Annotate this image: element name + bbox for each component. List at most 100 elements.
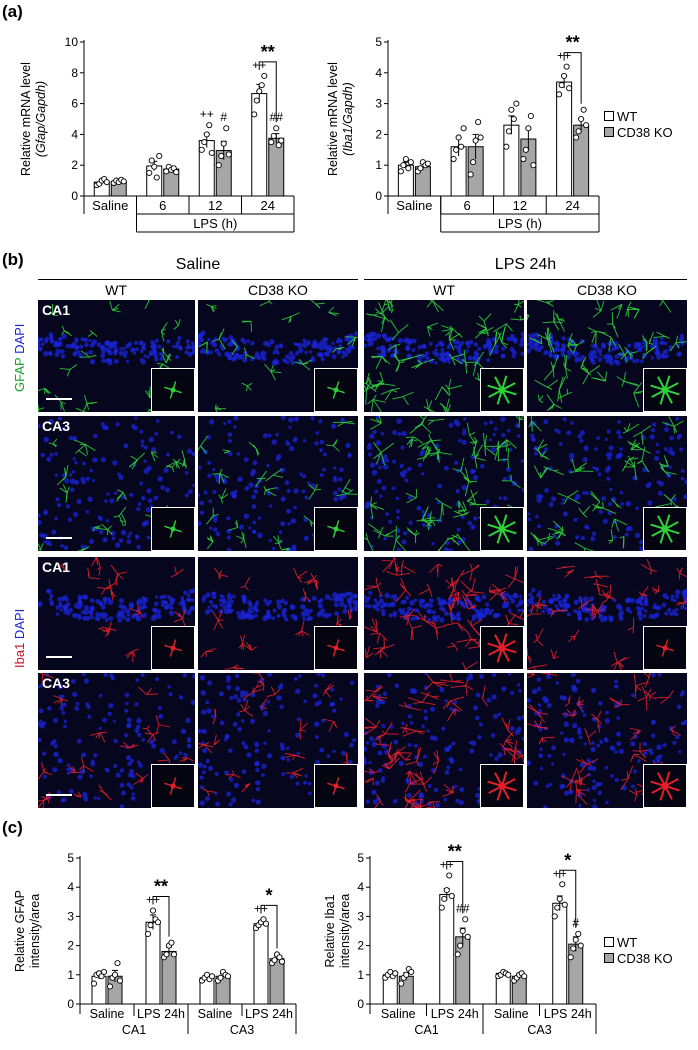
a1-ytick-label-10: 10 (65, 35, 79, 49)
c2-point-0-2-4 (505, 971, 512, 978)
micrograph-inset (314, 626, 358, 670)
micrograph-image (364, 300, 524, 412)
micrograph-gfap-ca1-saline-wt: CA1 (38, 300, 195, 412)
a2-point-1-1-1 (470, 159, 477, 166)
micrograph-image (364, 673, 524, 808)
c1-point-0-3-4 (262, 920, 270, 927)
a1-point-0-3-1 (253, 97, 260, 104)
c1-point-1-1-3 (168, 939, 175, 946)
a1-bracket-0 (258, 61, 277, 123)
c1-point-1-2-1 (217, 974, 224, 981)
row-label-dapi: DAPI (12, 323, 27, 354)
inset-image (164, 520, 182, 538)
c2-point-0-3-4 (561, 901, 568, 908)
a2-point-0-3-3 (563, 63, 570, 70)
a2-ytick-label-0: 0 (375, 189, 382, 203)
a2-point-1-3-3 (580, 106, 587, 113)
micrograph-inset (314, 507, 358, 551)
a1-group-label: LPS (h) (193, 216, 237, 231)
c1-cat-label-1: LPS 24h (137, 1007, 185, 1021)
c2-bar-ko-3 (568, 943, 584, 1005)
c2-ytick-label-0: 0 (357, 997, 364, 1011)
a1-ytick-label-8: 8 (71, 66, 78, 80)
c1-point-0-1-1 (147, 922, 154, 929)
c1-region-label-1: CA3 (230, 1023, 254, 1037)
micrograph-image (364, 557, 524, 670)
a2-point-1-2-4 (530, 162, 537, 169)
a1-point-1-0-4 (120, 178, 127, 185)
a1-point-0-1-4 (156, 152, 163, 160)
a2-ylabel-line1: Relative mRNA level (326, 62, 340, 176)
c1-bracket-label-1: * (265, 885, 272, 905)
a2-bracket-0 (563, 52, 582, 104)
c2-point-0-3-1 (554, 904, 561, 911)
a1-point-1-1-4 (173, 169, 180, 176)
c2-point-1-3-0 (567, 954, 574, 961)
c2-cat-label-1: LPS 24h (431, 1007, 479, 1021)
region-label-iba1-ca3: CA3 (42, 675, 71, 691)
col-header-saline-wt: WT (105, 282, 127, 298)
micrograph-inset (480, 368, 524, 412)
legend-a: WT CD38 KO (604, 108, 673, 140)
c1-point-1-1-1 (163, 951, 170, 958)
c2-point-1-0-4 (408, 968, 415, 975)
legend-label-wt: WT (617, 108, 638, 124)
c1-point-1-0-3 (114, 960, 121, 967)
legend-c: WT CD38 KO (604, 934, 673, 966)
a2-point-0-1-0 (450, 155, 457, 163)
a2-point-1-1-3 (475, 119, 482, 126)
region-label-gfap-ca1: CA1 (42, 302, 71, 318)
legend-label-ko: CD38 KO (617, 124, 673, 140)
micrograph-inset (643, 764, 687, 808)
a2-ytick-label-1: 1 (375, 158, 382, 172)
a1-bar-wt-3 (251, 93, 268, 197)
micrograph-iba1-ca1-saline-ko (198, 557, 358, 670)
a2-point-0-3-0 (556, 91, 563, 98)
micrograph-gfap-ca1-saline-ko (198, 300, 358, 412)
micrograph-iba1-ca3-saline-ko (198, 673, 358, 808)
a1-wt-mark-2: ++ (200, 107, 214, 121)
c2-bracket-1 (559, 869, 577, 928)
c1-region-label-0: CA1 (122, 1023, 146, 1037)
c1-cat-label-0: Saline (90, 1007, 125, 1021)
panel-label-a: (a) (2, 2, 23, 21)
a2-point-0-2-1 (505, 128, 512, 135)
a1-point-1-3-2 (273, 125, 280, 132)
inset-image (164, 777, 182, 795)
scale-bar (46, 794, 72, 796)
inset-image (650, 771, 680, 801)
a2-point-1-3-1 (575, 128, 582, 135)
header-saline: Saline (175, 256, 221, 273)
micrograph-gfap-ca3-saline-wt: CA3 (38, 416, 195, 551)
c2-point-0-1-4 (448, 892, 455, 900)
panel-label-b: (b) (2, 250, 24, 269)
a1-cat-label-1: 6 (159, 198, 166, 213)
c2-ylabel-line2: intensity/area (338, 894, 352, 968)
micrograph-inset (480, 507, 524, 551)
header-lps24h: LPS 24h (494, 256, 557, 273)
a1-point-0-2-3 (206, 122, 213, 129)
c1-ytick-label-4: 4 (67, 880, 74, 894)
header-lps-line (364, 279, 687, 280)
micrograph-gfap-ca1-lps-wt (364, 300, 524, 412)
a2-point-1-2-2 (525, 125, 532, 132)
c2-bar-ko-0 (398, 975, 414, 1005)
a2-point-1-2-0 (520, 155, 527, 163)
c1-point-0-1-2 (149, 907, 157, 914)
a1-point-0-1-2 (151, 163, 158, 170)
c2-bracket-label-1: * (564, 850, 571, 870)
a2-ytick-label-5: 5 (375, 35, 382, 49)
a1-point-1-2-1 (218, 152, 225, 160)
a2-ylabel-line2: (Iba1/Gapdh) (341, 82, 355, 156)
c2-point-1-1-4 (464, 933, 471, 940)
micrograph-image (527, 558, 687, 670)
col-header-saline-ko: CD38 KO (248, 282, 308, 298)
a2-point-0-0-2 (402, 155, 409, 163)
c2-cat-label-2: Saline (494, 1007, 529, 1021)
micrograph-inset (314, 764, 358, 808)
a2-cat-label-0: Saline (396, 198, 432, 213)
c2-ytick-label-5: 5 (357, 851, 364, 865)
